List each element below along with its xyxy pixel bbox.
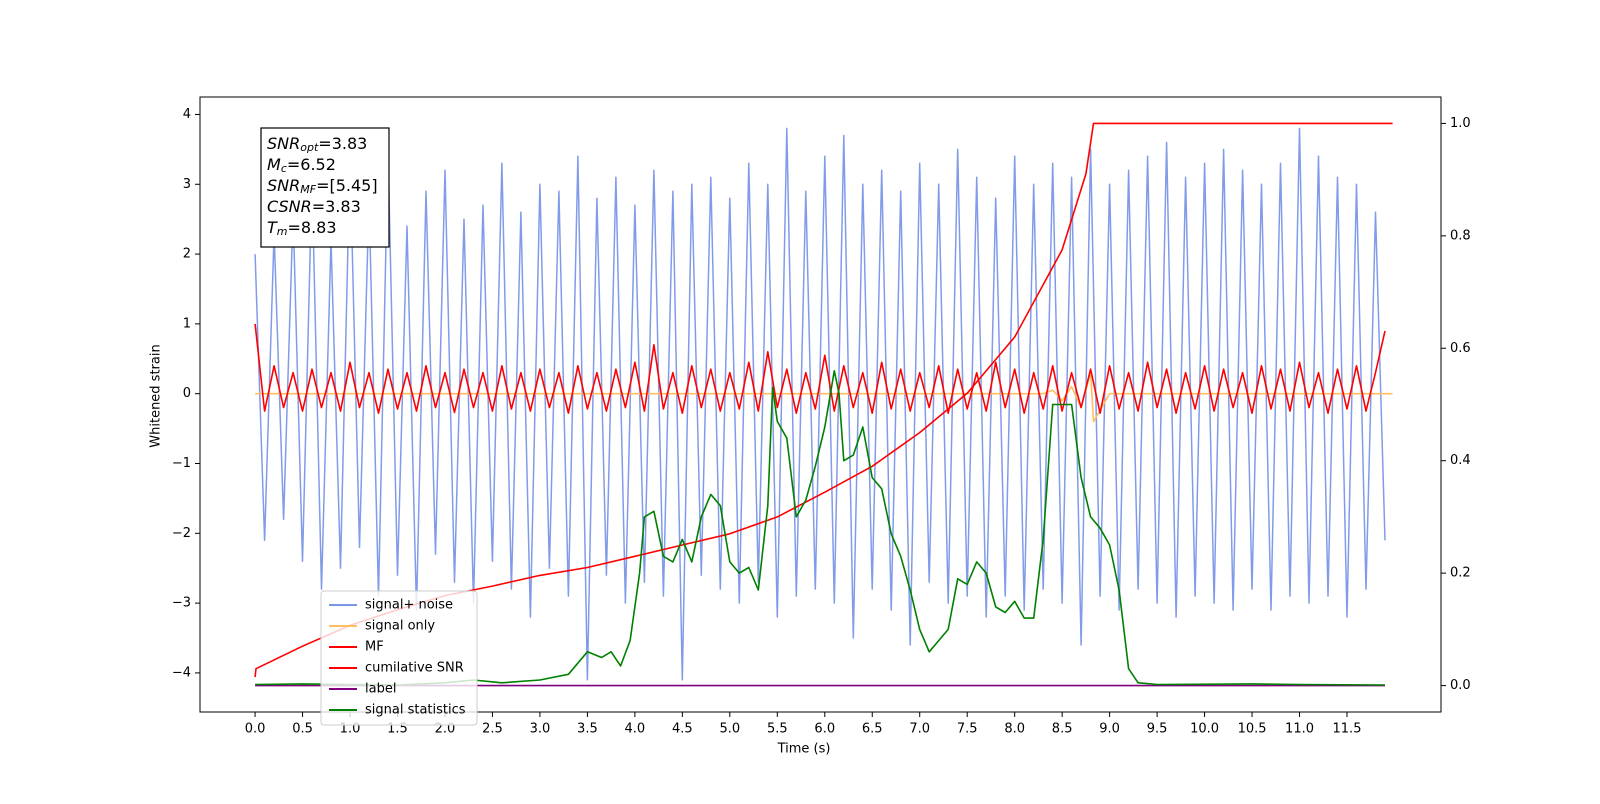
x-tick-label: 6.5 — [862, 722, 883, 737]
annotation-symbol: M — [267, 155, 281, 174]
y2-tick-label: 0.2 — [1450, 566, 1471, 581]
annotation-subscript: opt — [300, 141, 319, 154]
y-tick-label: 0 — [183, 386, 191, 401]
y-axis-label: Whitened strain — [149, 344, 164, 447]
legend-label: signal statistics — [365, 703, 466, 718]
y-tick-label: 2 — [183, 247, 191, 262]
y2-tick-label: 1.0 — [1450, 116, 1471, 131]
y2-tick-label: 0.6 — [1450, 341, 1471, 356]
annotation-symbol: SNR — [267, 134, 300, 153]
annotation-value: =3.83 — [318, 134, 367, 153]
annotation-subscript: MF — [300, 183, 316, 196]
x-tick-label: 7.5 — [957, 722, 978, 737]
annotation: SNRMF=[5.45] — [267, 176, 378, 197]
legend-label: label — [365, 682, 396, 697]
y-tick-label: −3 — [172, 596, 191, 611]
x-tick-label: 10.5 — [1238, 722, 1267, 737]
x-tick-label: 4.5 — [672, 722, 693, 737]
y2-tick-label: 0.4 — [1450, 453, 1471, 468]
legend-label: cumilative SNR — [365, 661, 464, 676]
x-tick-label: 11.5 — [1333, 722, 1362, 737]
y-tick-label: −2 — [172, 526, 191, 541]
plot-frame — [199, 96, 1442, 713]
x-tick-label: 11.0 — [1285, 722, 1314, 737]
annotation-symbol: CSNR — [267, 197, 312, 216]
x-tick-label: 4.0 — [625, 722, 646, 737]
y-tick-label: −1 — [172, 456, 191, 471]
x-tick-label: 9.5 — [1147, 722, 1168, 737]
y2-tick-label: 0.8 — [1450, 228, 1471, 243]
x-tick-label: 8.5 — [1052, 722, 1073, 737]
annotation-value: =6.52 — [287, 155, 336, 174]
legend-label: MF — [365, 640, 384, 655]
x-tick-label: 3.0 — [530, 722, 551, 737]
annotation: SNRopt=3.83 — [267, 134, 367, 155]
x-tick-label: 0.0 — [245, 722, 266, 737]
x-tick-label: 3.5 — [577, 722, 598, 737]
series-line — [254, 127, 1386, 681]
y-tick-label: 1 — [183, 316, 191, 331]
x-tick-label: 0.5 — [292, 722, 313, 737]
annotation-symbol: SNR — [267, 176, 300, 195]
x-tick-label: 7.0 — [909, 722, 930, 737]
series-line — [255, 369, 1386, 686]
x-tick-label: 2.5 — [482, 722, 503, 737]
legend-label: signal only — [365, 619, 435, 634]
annotation-box — [260, 127, 390, 248]
y-tick-label: 3 — [183, 177, 191, 192]
x-tick-label: 8.0 — [1004, 722, 1025, 737]
x-tick-label: 6.0 — [814, 722, 835, 737]
annotation: Tm=8.83 — [267, 218, 337, 239]
annotation: CSNR=3.83 — [267, 197, 361, 216]
legend-box — [320, 590, 478, 726]
annotation-subscript: m — [277, 225, 288, 238]
annotation-value: =8.83 — [288, 218, 337, 237]
annotation-value: =[5.45] — [316, 176, 378, 195]
x-tick-label: 10.0 — [1190, 722, 1219, 737]
x-tick-label: 5.0 — [719, 722, 740, 737]
y2-tick-label: 0.0 — [1450, 678, 1471, 693]
x-tick-label: 9.0 — [1099, 722, 1120, 737]
annotation-symbol: T — [267, 218, 278, 237]
annotation-subscript: c — [281, 162, 287, 175]
x-tick-label: 5.5 — [767, 722, 788, 737]
annotation-value: =3.83 — [312, 197, 361, 216]
series-line — [254, 323, 1386, 415]
x-axis-label: Time (s) — [777, 742, 831, 757]
legend-label: signal+ noise — [365, 598, 453, 613]
y-tick-label: 4 — [183, 107, 191, 122]
annotation: Mc=6.52 — [267, 155, 336, 176]
y-tick-label: −4 — [172, 665, 191, 680]
